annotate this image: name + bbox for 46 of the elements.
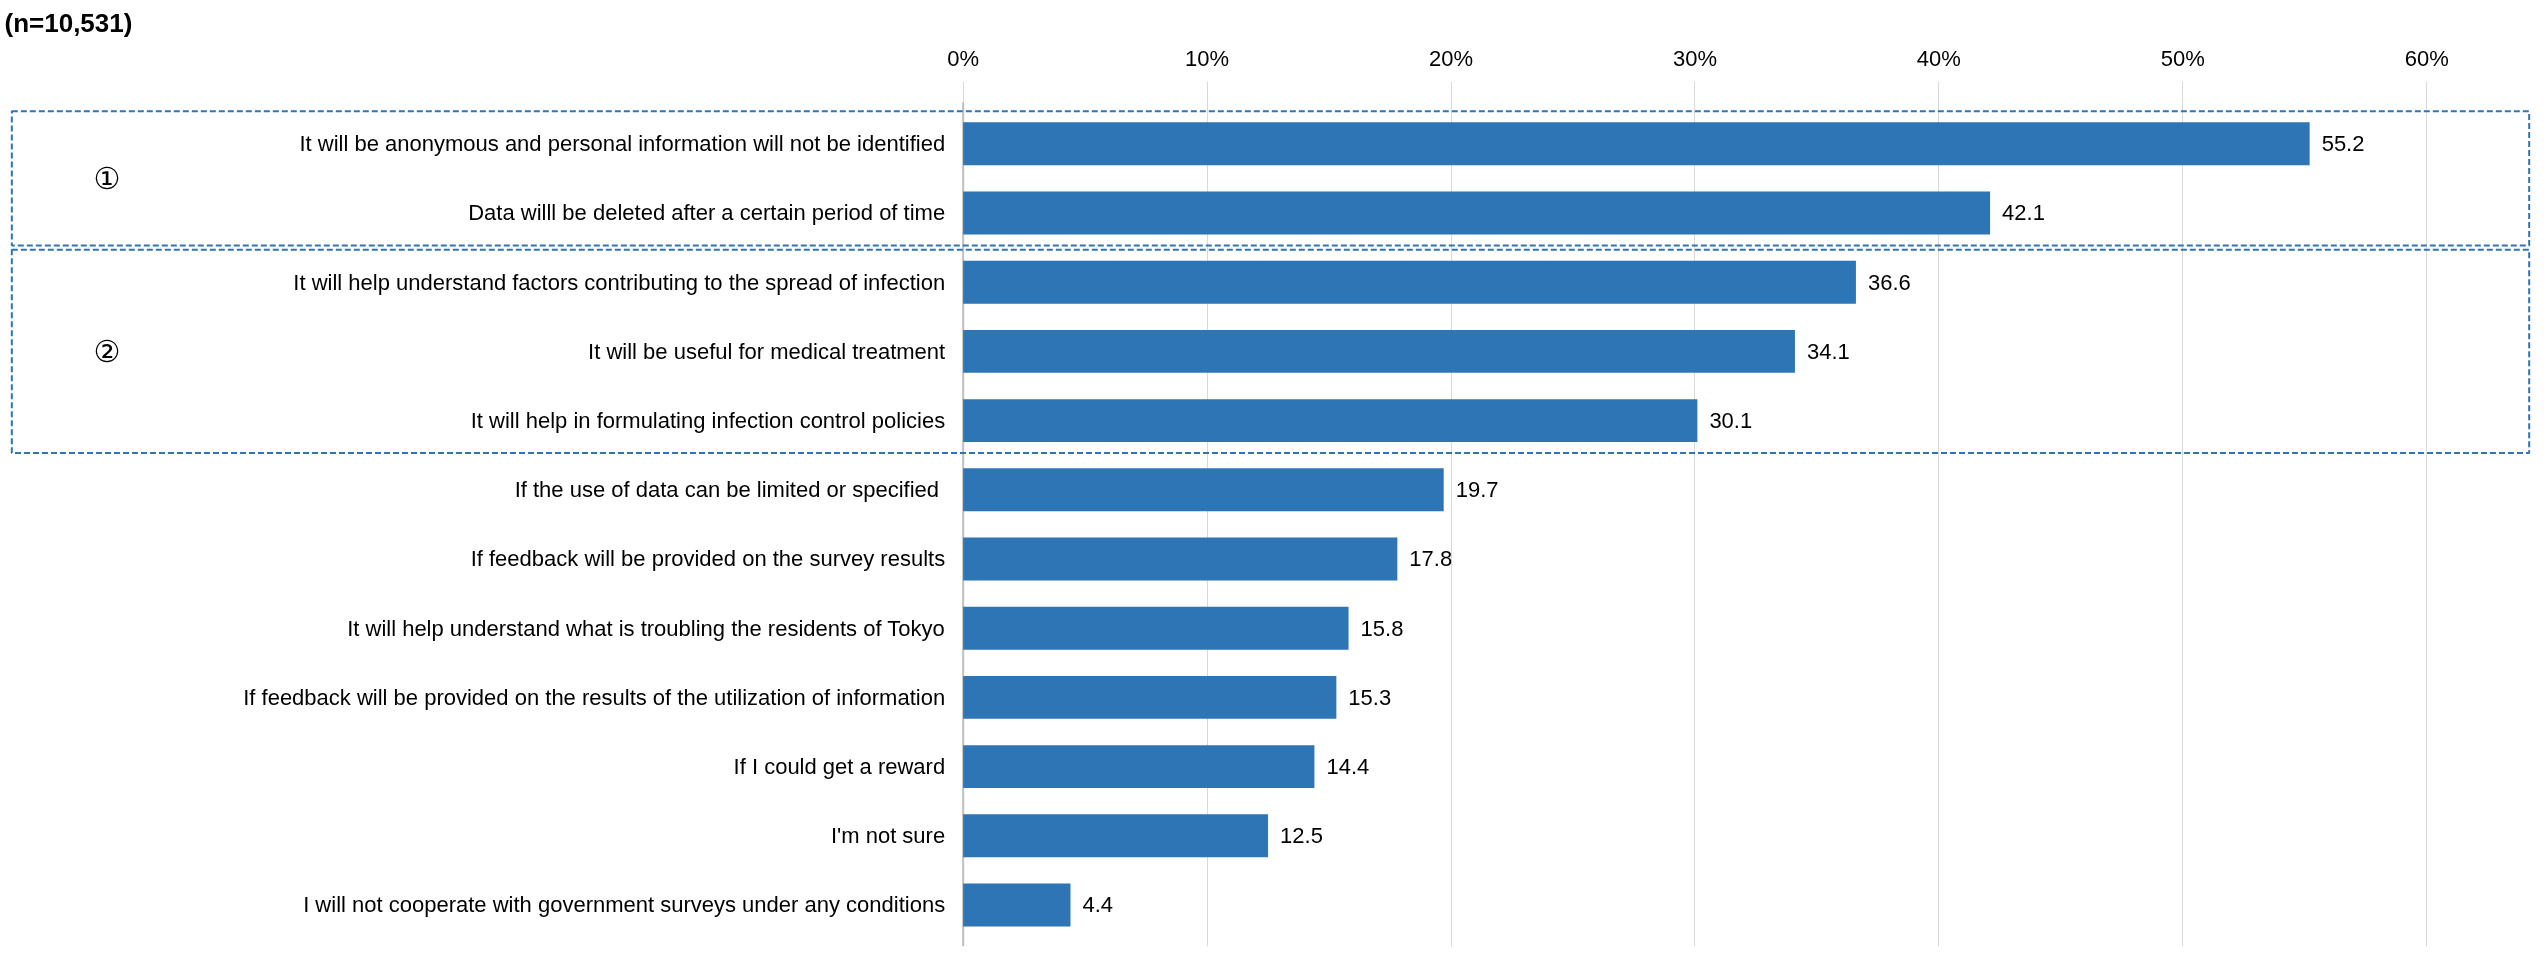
x-tick-label: 20% — [1428, 45, 1474, 71]
data-label: 42.1 — [2002, 200, 2045, 226]
data-label: 15.8 — [1360, 615, 1404, 641]
bar — [963, 606, 1349, 650]
y-tick-label: It will be useful for medical treatment — [588, 338, 946, 364]
x-tick-label: 60% — [2404, 45, 2449, 71]
x-tick-label: 30% — [1672, 45, 1717, 71]
x-tick-label: 50% — [2160, 45, 2205, 71]
x-tick-label: 0% — [947, 45, 980, 71]
data-label: 15.3 — [1348, 684, 1392, 710]
bar — [963, 260, 1856, 304]
data-label: 14.4 — [1326, 754, 1370, 780]
data-label: 4.4 — [1082, 892, 1114, 918]
data-label: 17.8 — [1409, 546, 1453, 572]
y-tick-label: If feedback will be provided on the results of the utilization of information — [243, 684, 946, 710]
bar — [963, 745, 1315, 789]
y-tick-label: I'm not sure — [830, 823, 946, 849]
x-tick-label: 10% — [1185, 45, 1230, 71]
text: ② — [93, 333, 121, 369]
y-tick-label: It will help in formulating infection control policies — [470, 408, 946, 434]
data-label: 12.5 — [1280, 823, 1323, 849]
bar — [963, 883, 1071, 927]
bar — [963, 468, 1444, 512]
data-label: 34.1 — [1806, 338, 1850, 364]
text: (n=10,531) — [4, 7, 133, 38]
y-tick-label: Data willl be deleted after a certain period of time — [468, 200, 946, 226]
bar — [963, 329, 1795, 373]
data-label: 36.6 — [1867, 269, 1911, 295]
bar — [963, 399, 1698, 443]
data-label: 55.2 — [2321, 131, 2365, 157]
text: ① — [93, 160, 121, 196]
bar — [963, 191, 1991, 235]
data-label: 19.7 — [1455, 477, 1499, 503]
bar — [963, 537, 1398, 581]
bar — [963, 122, 2310, 166]
y-tick-label: I will not cooperate with government surveys under any conditions — [303, 892, 946, 918]
y-tick-label: If I could get a reward — [733, 754, 946, 780]
y-tick-label: It will help understand factors contributing to the spread of infection — [293, 269, 946, 295]
y-tick-label: It will be anonymous and personal information will not be identified — [299, 131, 946, 157]
data-label: 30.1 — [1709, 408, 1753, 434]
bar — [963, 675, 1337, 719]
y-tick-label: If the use of data can be limited or specified — [514, 477, 940, 503]
x-tick-label: 40% — [1916, 45, 1961, 71]
y-tick-label: If feedback will be provided on the survey results — [470, 546, 946, 572]
y-tick-label: It will help understand what is troubling the residents of Tokyo — [347, 615, 945, 641]
bar — [963, 814, 1269, 858]
